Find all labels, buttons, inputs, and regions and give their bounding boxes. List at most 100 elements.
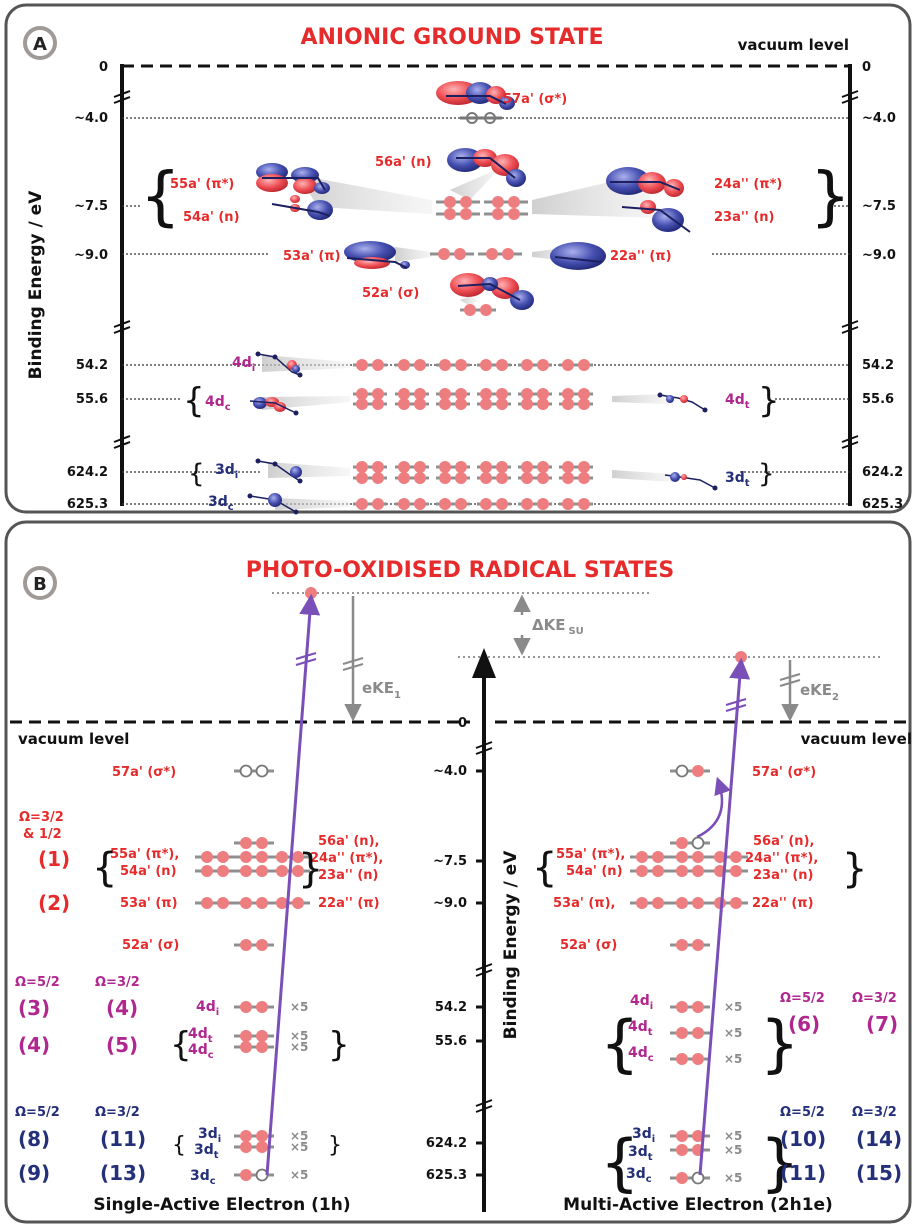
- braces-a: { } { } { }: [140, 160, 851, 489]
- left-state-numbers-valence: (1) (2): [38, 847, 70, 915]
- level-bl-53: [195, 897, 310, 909]
- electron: [578, 498, 590, 510]
- electron: [217, 897, 229, 909]
- electron: [454, 248, 466, 260]
- brace-l-75-left: {: [92, 845, 117, 891]
- label-4di: 4di: [232, 355, 255, 374]
- level-bl-4dt: ×5: [234, 1029, 308, 1043]
- label-54a: 54a' (n): [183, 210, 240, 225]
- brace-r-4d-right: }: [760, 1007, 799, 1080]
- electron: [492, 208, 504, 220]
- l-label-53a: 53a' (π): [120, 896, 178, 911]
- tick-6253-left: 625.3: [67, 497, 108, 512]
- electron: [692, 765, 704, 777]
- tick-4-right: ~4.0: [862, 111, 896, 126]
- state-14: (14): [856, 1127, 902, 1151]
- l-label-55a: 55a' (π*),: [110, 847, 179, 862]
- electron: [676, 1144, 688, 1156]
- electron: [460, 208, 472, 220]
- electron: [240, 1130, 252, 1142]
- tick-b-4: ~4.0: [433, 764, 467, 779]
- electron: [455, 472, 467, 484]
- level-a-53: [430, 248, 522, 260]
- eke2-label: eKE2: [800, 681, 839, 703]
- panel-a-letter: A: [33, 34, 47, 55]
- tick-9-left: ~9.0: [74, 248, 108, 263]
- level-a-56: [436, 196, 528, 208]
- electron: [537, 472, 549, 484]
- electron: [508, 208, 520, 220]
- brace-r-3d-right: }: [760, 1126, 799, 1199]
- molecule-4dc: [249, 397, 299, 416]
- l-label-4di: 4di: [196, 999, 219, 1018]
- level-a-55: [436, 208, 528, 220]
- panel-b-frame: [4, 520, 912, 1224]
- electron: [730, 865, 742, 877]
- electron: [676, 851, 688, 863]
- electron: [256, 1141, 268, 1153]
- electron: [676, 939, 688, 951]
- molecule-4di: [255, 351, 303, 378]
- left-orbital-labels: 57a' (σ*) 55a' (π*), 54a' (n) 56a' (n), …: [19, 765, 383, 953]
- electron: [480, 498, 492, 510]
- l-label-22a: 22a'' (π): [318, 896, 380, 911]
- brace-r-3d-left: {: [600, 1126, 639, 1199]
- footer-right: Multi-Active Electron (2h1e): [563, 1195, 833, 1215]
- l-omega-52b: Ω=5/2: [15, 1105, 60, 1120]
- electron: [562, 388, 574, 400]
- r-omega-32b: Ω=3/2: [852, 1105, 897, 1120]
- tick-4-left: ~4.0: [74, 111, 108, 126]
- electron: [439, 359, 451, 371]
- brace-l-3d-left: {: [172, 1133, 186, 1158]
- right-3d-omega: Ω=5/2 Ω=3/2: [780, 1105, 897, 1120]
- electron: [372, 359, 384, 371]
- molecule-4dt: [657, 392, 708, 413]
- l-label-54a: 54a' (n): [120, 864, 177, 879]
- l-omega-1b: & 1/2: [23, 827, 62, 842]
- label-3dt: 3dt: [725, 470, 750, 489]
- electron: [730, 851, 742, 863]
- electron: [652, 865, 664, 877]
- tick-9-right: ~9.0: [862, 248, 896, 263]
- level-bl-4di: ×5: [234, 1000, 308, 1014]
- panel-b: B PHOTO-OXIDISED RADICAL STATES vacuum l…: [4, 520, 912, 1224]
- l-label-4dt: 4dt: [188, 1026, 213, 1045]
- y-axis-label-b: Binding Energy / eV: [501, 850, 521, 1040]
- electron: [676, 1172, 688, 1184]
- electron: [439, 498, 451, 510]
- electron-hole: [691, 1171, 705, 1185]
- tick-b-6253: 625.3: [426, 1168, 467, 1183]
- label-3dc: 3dc: [208, 494, 234, 513]
- electron: [636, 865, 648, 877]
- r-label-23a: 23a'' (n): [753, 868, 814, 883]
- electron: [240, 1041, 252, 1053]
- electron: [578, 388, 590, 400]
- tick-556-left: 55.6: [76, 392, 108, 407]
- electron: [356, 398, 368, 410]
- label-22a: 22a'' (π): [610, 249, 672, 264]
- electron: [256, 837, 268, 849]
- electron: [562, 461, 574, 473]
- panel-b-badge: [23, 566, 57, 600]
- electron: [398, 472, 410, 484]
- excitation-arrow: [696, 776, 731, 839]
- level-br-52: [670, 939, 710, 951]
- vacuum-label-right: vacuum level: [801, 730, 912, 748]
- level-bl-4dc: ×5: [234, 1040, 308, 1054]
- l-omega-32b: Ω=3/2: [95, 1105, 140, 1120]
- electron: [676, 865, 688, 877]
- orbital-levels-a: [353, 196, 593, 510]
- level-a-4di: [353, 359, 593, 371]
- state-1: (1): [38, 847, 70, 871]
- photon-arrow-right-break: [725, 698, 747, 712]
- brace-l-4d-right: }: [328, 1025, 350, 1065]
- orbital-52a: [450, 273, 534, 310]
- molecule-3di: [255, 458, 303, 484]
- panel-b-title: PHOTO-OXIDISED RADICAL STATES: [246, 558, 674, 583]
- electron: [692, 897, 704, 909]
- brace-l-3d-right: }: [328, 1133, 342, 1158]
- electron: [496, 472, 508, 484]
- electron: [356, 461, 368, 473]
- tick-542-left: 54.2: [76, 358, 108, 373]
- electron: [439, 461, 451, 473]
